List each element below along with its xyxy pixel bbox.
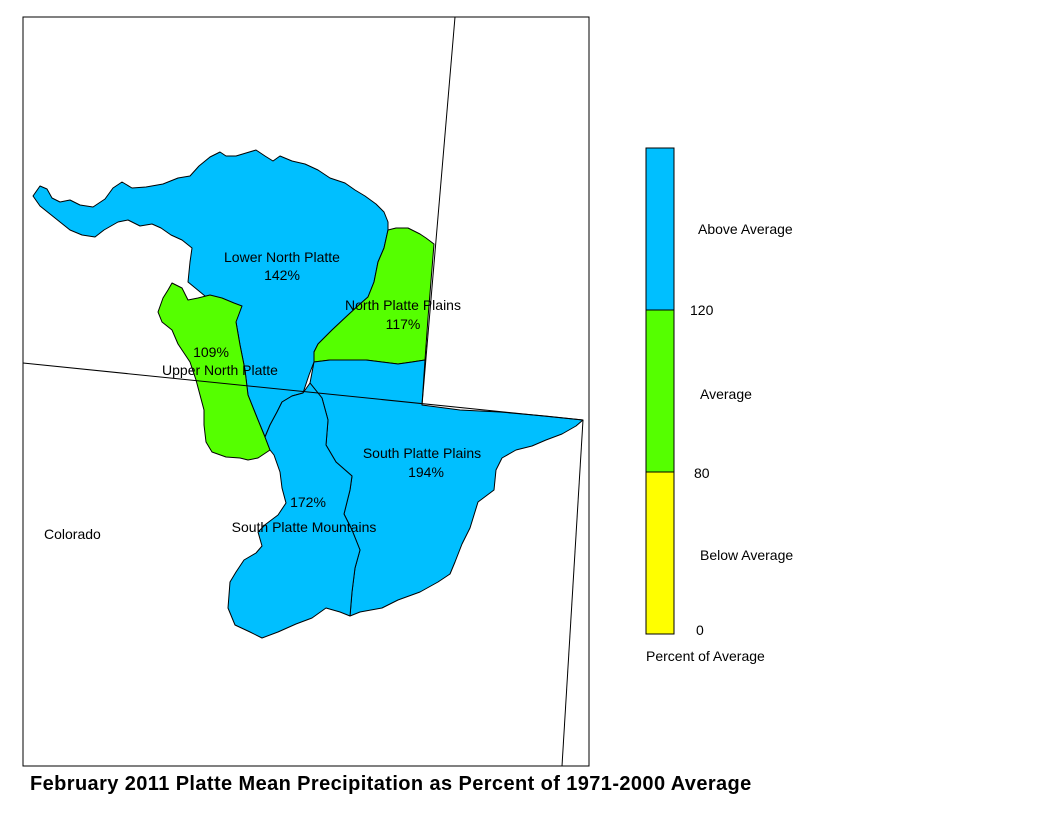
legend-label-above: Above Average bbox=[698, 221, 793, 237]
legend-tick-0: 0 bbox=[696, 622, 704, 638]
legend-label-average: Average bbox=[700, 386, 752, 402]
label-lower-north-platte-name: Lower North Platte bbox=[224, 249, 340, 265]
label-south-platte-mountains-name: South Platte Mountains bbox=[232, 519, 377, 535]
map-title: February 2011 Platte Mean Precipitation … bbox=[30, 773, 752, 795]
label-south-platte-mountains-value: 172% bbox=[290, 494, 326, 510]
legend-swatch-below bbox=[645, 471, 675, 635]
label-upper-north-platte-value: 109% bbox=[193, 344, 229, 360]
legend-caption: Percent of Average bbox=[646, 648, 765, 664]
colorado-nebraska-boundary bbox=[561, 419, 584, 767]
legend-swatch-average bbox=[645, 309, 675, 473]
label-upper-north-platte-name: Upper North Platte bbox=[162, 362, 278, 378]
legend-colorbar bbox=[645, 147, 675, 635]
label-lower-north-platte-value: 142% bbox=[264, 267, 300, 283]
legend-tick-120: 120 bbox=[690, 302, 714, 318]
label-colorado: Colorado bbox=[44, 526, 101, 542]
label-south-platte-plains-value: 194% bbox=[408, 464, 444, 480]
region-upper-north-platte[interactable] bbox=[157, 282, 271, 461]
label-south-platte-plains-name: South Platte Plains bbox=[363, 445, 481, 461]
colorado-wyoming-boundary bbox=[22, 362, 584, 421]
label-north-platte-plains-name: North Platte Plains bbox=[345, 297, 461, 313]
wyoming-nebraska-boundary bbox=[421, 16, 456, 406]
legend-label-below: Below Average bbox=[700, 547, 794, 563]
region-south-platte-mountains[interactable] bbox=[227, 382, 361, 639]
legend-swatch-above bbox=[645, 147, 675, 311]
legend-tick-80: 80 bbox=[694, 465, 710, 481]
label-north-platte-plains-value: 117% bbox=[386, 316, 421, 332]
